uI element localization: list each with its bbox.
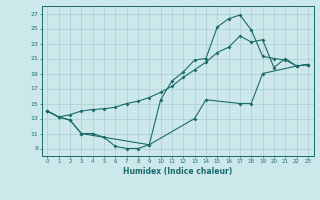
X-axis label: Humidex (Indice chaleur): Humidex (Indice chaleur) <box>123 167 232 176</box>
